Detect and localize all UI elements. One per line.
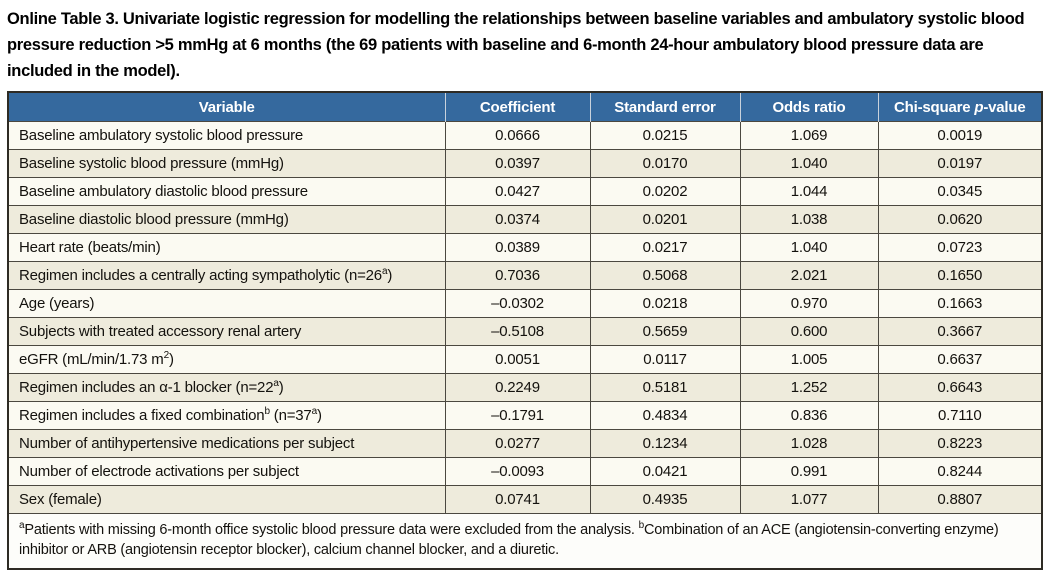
regression-table: Variable Coefficient Standard error Odds ra… [7,91,1043,570]
cell-standard_error: 0.5659 [589,317,740,346]
table-row: eGFR (mL/min/1.73 m2) 0.0051 0.0117 1.005 0.… [8,345,1042,374]
table-row: Number of antihypertensive medications p… [8,429,1042,458]
cell-coefficient: 0.0666 [444,121,590,150]
cell-variable: Baseline diastolic blood pressure (mmHg) [8,205,445,234]
cell-standard_error: 0.0218 [589,289,740,318]
table-row: Regimen includes an α-1 blocker (n=22a) 0… [8,373,1042,402]
cell-p_value: 0.6637 [877,345,1042,374]
cell-coefficient: 0.7036 [444,261,590,290]
cell-standard_error: 0.5068 [589,261,740,290]
footnote-row: aPatients with missing 6-month office sy… [8,513,1042,569]
table-row: Number of electrode activations per subj… [8,457,1042,486]
cell-p_value: 0.3667 [877,317,1042,346]
cell-variable: Regimen includes an α-1 blocker (n=22a) [8,373,445,402]
cell-standard_error: 0.0217 [589,233,740,262]
table-header: Variable Coefficient Standard error Odds ra… [8,92,1042,122]
cell-coefficient: 0.2249 [444,373,590,402]
col-header-coefficient: Coefficient [444,92,590,122]
table-row: Regimen includes a centrally acting symp… [8,261,1042,290]
cell-p_value: 0.8223 [877,429,1042,458]
cell-odds_ratio: 1.040 [739,233,878,262]
cell-variable: Sex (female) [8,485,445,514]
cell-variable: Age (years) [8,289,445,318]
cell-coefficient: –0.1791 [444,401,590,430]
cell-variable: Regimen includes a centrally acting symp… [8,261,445,290]
cell-odds_ratio: 1.038 [739,205,878,234]
col-header-variable: Variable [8,92,445,122]
cell-coefficient: 0.0051 [444,345,590,374]
cell-odds_ratio: 0.600 [739,317,878,346]
table-row: Sex (female) 0.0741 0.4935 1.077 0.8807 [8,485,1042,514]
cell-variable: Heart rate (beats/min) [8,233,445,262]
cell-standard_error: 0.0170 [589,149,740,178]
cell-coefficient: 0.0277 [444,429,590,458]
cell-p_value: 0.0345 [877,177,1042,206]
cell-p_value: 0.6643 [877,373,1042,402]
table-row: Baseline diastolic blood pressure (mmHg)… [8,205,1042,234]
cell-odds_ratio: 1.044 [739,177,878,206]
cell-odds_ratio: 0.991 [739,457,878,486]
cell-odds_ratio: 1.069 [739,121,878,150]
cell-coefficient: 0.0427 [444,177,590,206]
cell-coefficient: –0.5108 [444,317,590,346]
cell-odds_ratio: 1.040 [739,149,878,178]
cell-coefficient: 0.0389 [444,233,590,262]
cell-odds_ratio: 2.021 [739,261,878,290]
cell-coefficient: 0.0397 [444,149,590,178]
table-body: Baseline ambulatory systolic blood press… [8,121,1042,514]
cell-standard_error: 0.0215 [589,121,740,150]
cell-p_value: 0.0197 [877,149,1042,178]
table-row: Subjects with treated accessory renal ar… [8,317,1042,346]
col-header-p_value: Chi-square p-value [877,92,1042,122]
cell-variable: Regimen includes a fixed combinationb (n… [8,401,445,430]
cell-odds_ratio: 1.077 [739,485,878,514]
cell-p_value: 0.1663 [877,289,1042,318]
cell-coefficient: –0.0093 [444,457,590,486]
cell-standard_error: 0.1234 [589,429,740,458]
cell-standard_error: 0.5181 [589,373,740,402]
cell-variable: Baseline ambulatory systolic blood press… [8,121,445,150]
cell-variable: Baseline ambulatory diastolic blood pres… [8,177,445,206]
cell-standard_error: 0.0202 [589,177,740,206]
table-footnote: aPatients with missing 6-month office sy… [8,513,1042,569]
cell-standard_error: 0.4834 [589,401,740,430]
table-row: Age (years) –0.0302 0.0218 0.970 0.1663 [8,289,1042,318]
cell-coefficient: –0.0302 [444,289,590,318]
cell-coefficient: 0.0741 [444,485,590,514]
table-row: Baseline ambulatory systolic blood press… [8,121,1042,150]
cell-odds_ratio: 1.028 [739,429,878,458]
cell-p_value: 0.0019 [877,121,1042,150]
cell-p_value: 0.8807 [877,485,1042,514]
cell-standard_error: 0.0117 [589,345,740,374]
cell-standard_error: 0.4935 [589,485,740,514]
table-row: Baseline ambulatory diastolic blood pres… [8,177,1042,206]
col-header-odds_ratio: Odds ratio [739,92,878,122]
col-header-standard_error: Standard error [589,92,740,122]
cell-standard_error: 0.0201 [589,205,740,234]
cell-variable: Number of electrode activations per subj… [8,457,445,486]
cell-coefficient: 0.0374 [444,205,590,234]
cell-odds_ratio: 0.836 [739,401,878,430]
cell-variable: Number of antihypertensive medications p… [8,429,445,458]
table-row: Heart rate (beats/min) 0.0389 0.0217 1.040 0… [8,233,1042,262]
table-caption: Online Table 3. Univariate logistic regr… [7,10,1025,80]
table-row: Regimen includes a fixed combinationb (n… [8,401,1042,430]
cell-p_value: 0.8244 [877,457,1042,486]
cell-p_value: 0.1650 [877,261,1042,290]
cell-standard_error: 0.0421 [589,457,740,486]
table-row: Baseline systolic blood pressure (mmHg) 0… [8,149,1042,178]
cell-odds_ratio: 1.005 [739,345,878,374]
header-row: Variable Coefficient Standard error Odds ra… [8,92,1042,122]
cell-p_value: 0.7110 [877,401,1042,430]
cell-p_value: 0.0620 [877,205,1042,234]
cell-odds_ratio: 0.970 [739,289,878,318]
cell-variable: Baseline systolic blood pressure (mmHg) [8,149,445,178]
cell-odds_ratio: 1.252 [739,373,878,402]
cell-p_value: 0.0723 [877,233,1042,262]
table-footer: aPatients with missing 6-month office sy… [8,513,1042,569]
cell-variable: Subjects with treated accessory renal ar… [8,317,445,346]
cell-variable: eGFR (mL/min/1.73 m2) [8,345,445,374]
